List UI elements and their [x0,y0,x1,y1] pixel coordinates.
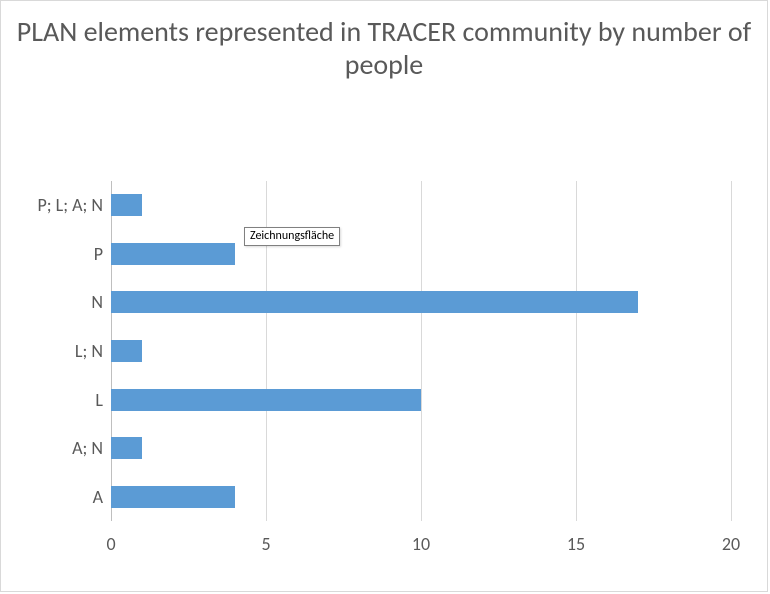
bar [111,389,421,411]
plot-area [111,181,731,521]
bar [111,437,142,459]
y-tick-label: A; N [3,439,103,457]
y-tick-label: P; L; A; N [3,196,103,214]
y-tick-label: P [3,245,103,263]
y-tick-label: N [3,293,103,311]
bar [111,194,142,216]
y-axis-labels: P; L; A; N P N L; N L A; N A [1,181,103,521]
bar [111,340,142,362]
y-tick-label: L [3,391,103,409]
hover-tooltip: Zeichnungsfläche [244,227,340,246]
gridline [421,181,422,521]
x-tick-label: 20 [722,533,740,555]
x-tick-label: 0 [106,533,115,555]
x-tick-label: 5 [261,533,270,555]
bar [111,243,235,265]
chart-container: PLAN elements represented in TRACER comm… [0,0,768,592]
x-axis-labels: 05101520 [111,527,731,557]
gridline [731,181,732,521]
chart-title: PLAN elements represented in TRACER comm… [1,15,767,81]
bar [111,486,235,508]
y-tick-label: A [3,488,103,506]
x-tick-label: 15 [567,533,585,555]
bar [111,291,638,313]
gridline [576,181,577,521]
x-tick-label: 10 [412,533,430,555]
y-tick-label: L; N [3,342,103,360]
